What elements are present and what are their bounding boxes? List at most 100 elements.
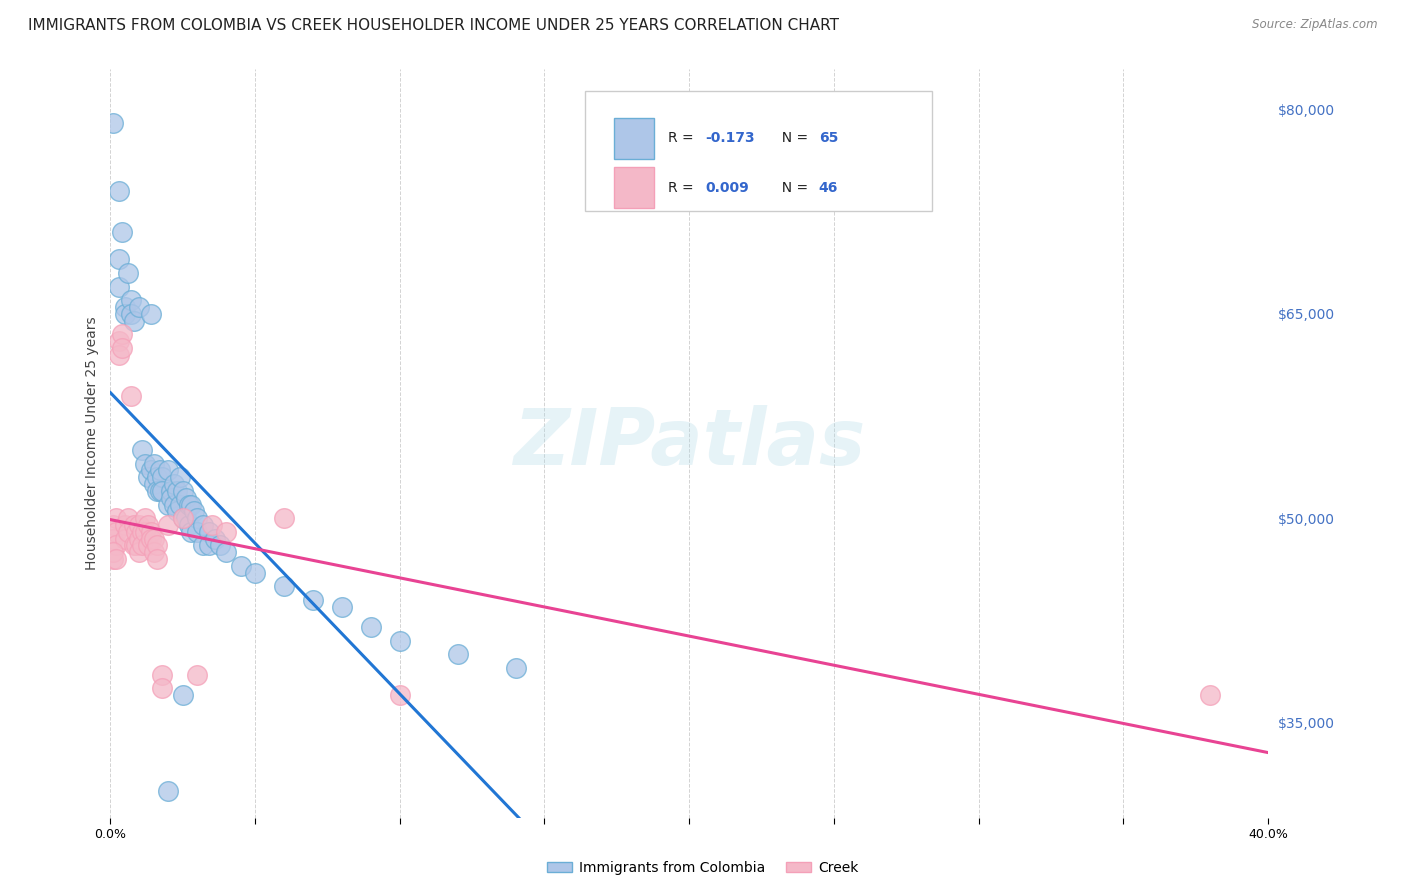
Point — [131, 538, 153, 552]
Point — [152, 470, 174, 484]
Point — [105, 552, 128, 566]
Point — [177, 498, 200, 512]
Point — [215, 545, 238, 559]
Point — [142, 457, 165, 471]
Point — [108, 348, 131, 362]
Text: -0.173: -0.173 — [706, 131, 755, 145]
Point — [114, 300, 136, 314]
Point — [103, 545, 125, 559]
Point — [229, 558, 252, 573]
Text: N =: N = — [772, 181, 813, 194]
Point — [172, 483, 194, 498]
Point — [447, 648, 470, 662]
Point — [103, 116, 125, 130]
Point — [360, 620, 382, 634]
Point — [145, 538, 167, 552]
Point — [117, 511, 139, 525]
Point — [105, 524, 128, 539]
Point — [139, 532, 162, 546]
Point — [134, 524, 156, 539]
Point — [169, 498, 191, 512]
Text: R =: R = — [668, 131, 699, 145]
Point — [163, 477, 186, 491]
Point — [105, 538, 128, 552]
Point — [111, 225, 134, 239]
Point — [114, 532, 136, 546]
Point — [114, 518, 136, 533]
Text: R =: R = — [668, 181, 699, 194]
Point — [157, 463, 180, 477]
Text: Source: ZipAtlas.com: Source: ZipAtlas.com — [1253, 18, 1378, 31]
Point — [139, 524, 162, 539]
Point — [160, 491, 183, 505]
Point — [128, 518, 150, 533]
Point — [302, 593, 325, 607]
Point — [117, 524, 139, 539]
Point — [114, 307, 136, 321]
Point — [388, 688, 411, 702]
Point — [149, 483, 172, 498]
Point — [273, 579, 295, 593]
Point — [108, 279, 131, 293]
Point — [201, 518, 224, 533]
Legend: Immigrants from Colombia, Creek: Immigrants from Colombia, Creek — [541, 855, 865, 880]
Point — [166, 483, 188, 498]
Point — [142, 532, 165, 546]
Point — [166, 504, 188, 518]
Point — [134, 511, 156, 525]
Point — [152, 681, 174, 696]
Point — [145, 483, 167, 498]
Point — [122, 313, 145, 327]
Point — [105, 511, 128, 525]
Point — [128, 545, 150, 559]
Point — [108, 252, 131, 267]
FancyBboxPatch shape — [614, 118, 654, 159]
Point — [120, 293, 142, 307]
Point — [111, 341, 134, 355]
Point — [198, 538, 221, 552]
Point — [134, 457, 156, 471]
Point — [215, 524, 238, 539]
Point — [108, 334, 131, 348]
Point — [243, 566, 266, 580]
Text: 65: 65 — [818, 131, 838, 145]
Point — [174, 491, 197, 505]
Text: IMMIGRANTS FROM COLOMBIA VS CREEK HOUSEHOLDER INCOME UNDER 25 YEARS CORRELATION : IMMIGRANTS FROM COLOMBIA VS CREEK HOUSEH… — [28, 18, 839, 33]
Point — [152, 668, 174, 682]
Point — [145, 470, 167, 484]
Point — [1199, 688, 1222, 702]
Point — [204, 532, 226, 546]
Point — [209, 538, 232, 552]
Point — [163, 498, 186, 512]
Point — [191, 538, 214, 552]
Point — [125, 538, 148, 552]
Point — [145, 552, 167, 566]
Point — [186, 511, 208, 525]
Point — [172, 511, 194, 525]
Point — [111, 327, 134, 342]
Point — [191, 518, 214, 533]
Point — [160, 483, 183, 498]
Point — [180, 524, 202, 539]
Point — [169, 470, 191, 484]
Point — [122, 538, 145, 552]
Point — [142, 545, 165, 559]
Point — [139, 463, 162, 477]
Point — [186, 668, 208, 682]
Point — [174, 511, 197, 525]
Point — [142, 477, 165, 491]
Point — [172, 688, 194, 702]
Text: ZIPatlas: ZIPatlas — [513, 405, 865, 481]
Text: N =: N = — [772, 131, 813, 145]
Point — [122, 518, 145, 533]
Point — [505, 661, 527, 675]
Point — [139, 307, 162, 321]
Point — [157, 498, 180, 512]
Point — [186, 524, 208, 539]
Point — [131, 443, 153, 458]
Y-axis label: Householder Income Under 25 years: Householder Income Under 25 years — [86, 317, 100, 570]
Point — [103, 532, 125, 546]
Text: 0.009: 0.009 — [706, 181, 749, 194]
Point — [172, 511, 194, 525]
FancyBboxPatch shape — [585, 91, 932, 211]
